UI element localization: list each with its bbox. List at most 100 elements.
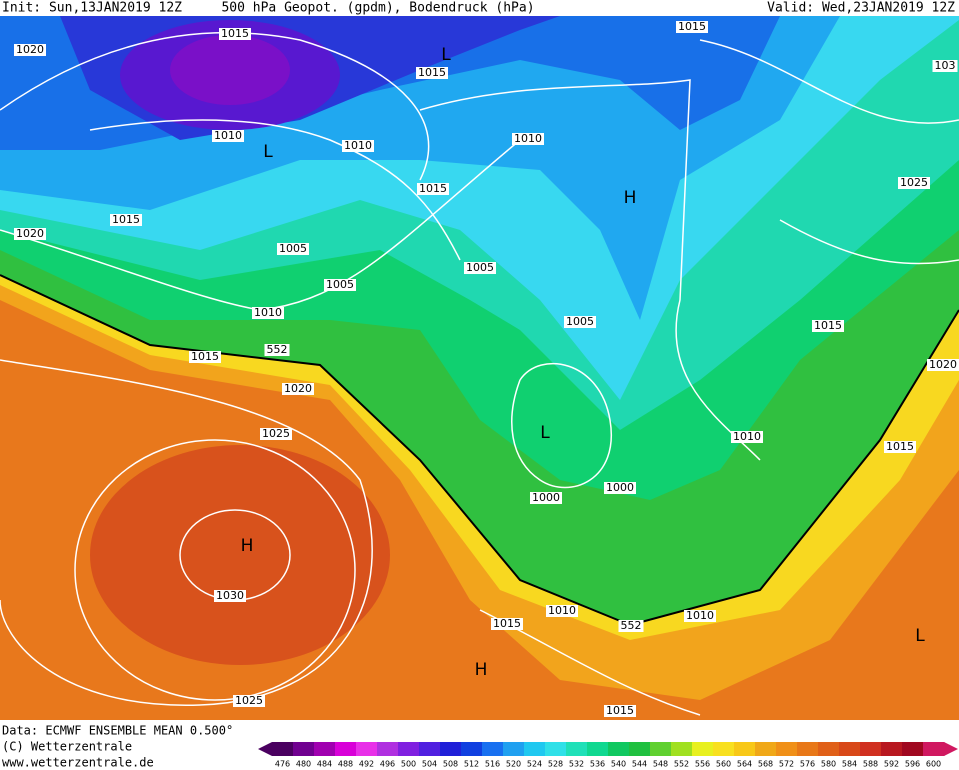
isobar-label-bg: [604, 705, 636, 717]
isobar-label: 1000: [606, 481, 634, 494]
isobar-label-bg: [684, 610, 716, 622]
isobar-label: 1015: [606, 704, 634, 717]
colorbar-cell: [776, 742, 798, 756]
colorbar-label: 576: [800, 760, 815, 769]
isobar-label-bg: [416, 67, 448, 79]
isobar-label: 1010: [733, 430, 761, 443]
colorbar-cell: [482, 742, 504, 756]
isobar-label: 552: [621, 619, 642, 632]
colorbar-label: 512: [464, 760, 479, 769]
isobar-label-bg: [491, 618, 523, 630]
colorbar-cell: [566, 742, 588, 756]
colorbar-cell: [419, 742, 441, 756]
isobar-label-bg: [277, 243, 309, 255]
pressure-center: H: [241, 536, 254, 556]
data-source: Data: ECMWF ENSEMBLE MEAN 0.500°: [2, 724, 233, 738]
isobar-label-bg: [14, 228, 46, 240]
isobar-label: 1005: [279, 242, 307, 255]
colorbar-label: 520: [506, 760, 521, 769]
isobar-label: 1010: [686, 609, 714, 622]
colorbar-cell: [797, 742, 819, 756]
colorbar-label: 552: [674, 760, 689, 769]
valid-time: Valid: Wed,23JAN2019 12Z: [767, 1, 955, 16]
isobar-label: 1010: [344, 139, 372, 152]
pressure-center: L: [540, 423, 550, 443]
colorbar-cell: [629, 742, 651, 756]
isobar-label-bg: [932, 60, 958, 72]
isobar-label-bg: [233, 695, 265, 707]
isobar-label-bg: [260, 428, 292, 440]
isobar-label-bg: [324, 279, 356, 291]
isobar-label-bg: [214, 590, 246, 602]
colorbar-label: 592: [884, 760, 899, 769]
isobar-label-bg: [189, 351, 221, 363]
colorbar-cell: [440, 742, 462, 756]
isobar-label-bg: [219, 28, 251, 40]
isobar-label-bg: [342, 140, 374, 152]
colorbar-cell: [545, 742, 567, 756]
colorbar-label: 500: [401, 760, 416, 769]
map-title: 500 hPa Geopot. (gpdm), Bodendruck (hPa): [221, 1, 534, 16]
isobar-label-bg: [110, 214, 142, 226]
isobar-label: 1020: [929, 358, 957, 371]
isobar-label-bg: [604, 482, 636, 494]
isobar-label-bg: [618, 620, 644, 632]
isobar-label-bg: [512, 133, 544, 145]
isobar-label: 1010: [548, 604, 576, 617]
colorbar-cell: [587, 742, 609, 756]
colorbar-label: 560: [716, 760, 731, 769]
isobar-label: 1020: [16, 227, 44, 240]
colorbar-cell: [692, 742, 714, 756]
colorbar-cell: [398, 742, 420, 756]
isobar-label: 1005: [466, 261, 494, 274]
colorbar-cell: [755, 742, 777, 756]
colorbar-label: 548: [653, 760, 668, 769]
isobar-label-bg: [252, 307, 284, 319]
colorbar-label: 508: [443, 760, 458, 769]
isobar-label: 103: [935, 59, 956, 72]
colorbar-label: 532: [569, 760, 584, 769]
colorbar-label: 536: [590, 760, 605, 769]
isobar-label: 1015: [419, 182, 447, 195]
isobar-label: 1010: [214, 129, 242, 142]
colorbar-cell: [902, 742, 924, 756]
colorbar-cell: [524, 742, 546, 756]
colorbar-label: 580: [821, 760, 836, 769]
colorbar-label: 584: [842, 760, 857, 769]
isobar-label-bg: [564, 316, 596, 328]
colorbar-label: 524: [527, 760, 542, 769]
colorbar-cell: [671, 742, 693, 756]
colorbar-cell: [650, 742, 672, 756]
isobar-label-bg: [546, 605, 578, 617]
init-time: Init: Sun,13JAN2019 12Z: [2, 1, 182, 16]
isobar-label-bg: [676, 21, 708, 33]
colorbar-label: 492: [359, 760, 374, 769]
colorbar-arrow: [944, 742, 958, 756]
isobar-label-bg: [212, 130, 244, 142]
isobar-label: 1015: [678, 20, 706, 33]
isobar-label-bg: [884, 441, 916, 453]
isobar-label: 552: [267, 343, 288, 356]
isobar-label: 1015: [418, 66, 446, 79]
isobar-label: 1030: [216, 589, 244, 602]
isobar-label-bg: [812, 320, 844, 332]
isobar-label: 1025: [900, 176, 928, 189]
isobar-label: 1000: [532, 491, 560, 504]
colorbar-cell: [734, 742, 756, 756]
colorbar-label: 588: [863, 760, 878, 769]
colorbar-label: 528: [548, 760, 563, 769]
colorbar-cell: [923, 742, 945, 756]
warm-core: [90, 445, 390, 665]
isobar-label-bg: [282, 383, 314, 395]
colorbar-label: 544: [632, 760, 647, 769]
colorbar-cell: [335, 742, 357, 756]
colorbar-label: 476: [275, 760, 290, 769]
colorbar-label: 504: [422, 760, 437, 769]
copyright: (C) Wetterzentrale: [2, 740, 132, 754]
isobar-label-bg: [898, 177, 930, 189]
colorbar-cell: [860, 742, 882, 756]
isobar-label: 1025: [235, 694, 263, 707]
colorbar-label: 596: [905, 760, 920, 769]
isobar-label-bg: [417, 183, 449, 195]
isobar-label: 1005: [566, 315, 594, 328]
